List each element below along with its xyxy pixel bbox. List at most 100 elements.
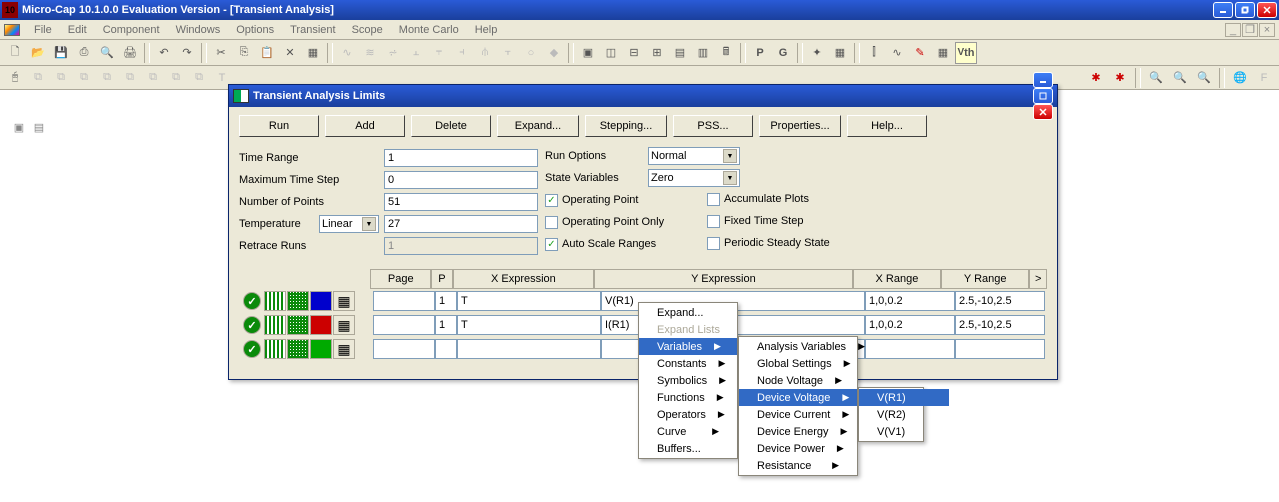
graph3-icon[interactable]: ⩫ — [382, 42, 404, 64]
enable-icon[interactable] — [241, 291, 263, 311]
zoom1-icon[interactable]: 🔍 — [1145, 67, 1167, 89]
xexp-cell[interactable]: T — [457, 291, 601, 311]
menu-item[interactable]: Operators▶ — [639, 406, 737, 423]
globe-icon[interactable]: 🌐 — [1229, 67, 1251, 89]
new-icon[interactable]: 🗋 — [4, 42, 26, 64]
page-cell[interactable] — [373, 291, 435, 311]
properties-button[interactable]: Properties... — [759, 115, 841, 137]
state-vars-select[interactable]: Zero▼ — [648, 169, 740, 187]
mdi-restore-button[interactable]: ❐ — [1242, 23, 1258, 37]
menu-item[interactable]: Constants▶ — [639, 355, 737, 372]
grid-icon[interactable]: ▦ — [302, 42, 324, 64]
add-button[interactable]: Add — [325, 115, 405, 137]
enable-icon[interactable] — [241, 315, 263, 335]
op-point-checkbox[interactable]: ✓ — [545, 194, 558, 207]
g-button[interactable]: G — [772, 42, 794, 64]
tool6-icon[interactable]: ▦ — [932, 42, 954, 64]
t2-3-icon[interactable]: ⧉ — [73, 67, 95, 89]
xexp-cell[interactable]: T — [457, 315, 601, 335]
menu-edit[interactable]: Edit — [60, 22, 95, 38]
p-button[interactable]: P — [749, 42, 771, 64]
xrange-cell[interactable]: 1,0,0.2 — [865, 291, 955, 311]
win5-icon[interactable]: ▤ — [669, 42, 691, 64]
menu-item[interactable]: Resistance▶ — [739, 457, 857, 474]
options-icon[interactable]: ▦ — [333, 315, 355, 335]
yrange-cell[interactable]: 2.5,-10,2.5 — [955, 291, 1045, 311]
pattern-icon[interactable] — [287, 339, 309, 359]
graph5-icon[interactable]: ⫧ — [428, 42, 450, 64]
restore-button[interactable] — [1235, 2, 1255, 18]
menu-item[interactable]: Node Voltage▶ — [739, 372, 857, 389]
preview-icon[interactable]: 🔍 — [96, 42, 118, 64]
graph1-icon[interactable]: ∿ — [336, 42, 358, 64]
cut-icon[interactable]: ✂ — [210, 42, 232, 64]
temp-mode-select[interactable]: Linear▼ — [319, 215, 379, 233]
mdi-close-button[interactable]: × — [1259, 23, 1275, 37]
zoom2-icon[interactable]: 🔍 — [1169, 67, 1191, 89]
stepping-button[interactable]: Stepping... — [585, 115, 667, 137]
menu-item[interactable]: V(R2) — [859, 406, 949, 423]
dialog-close-button[interactable] — [1033, 104, 1053, 120]
panel1-icon[interactable]: ▣ — [10, 118, 28, 136]
graph4-icon[interactable]: ⫠ — [405, 42, 427, 64]
copy-icon[interactable]: ⎘ — [233, 42, 255, 64]
auto-scale-checkbox[interactable]: ✓ — [545, 238, 558, 251]
t2-4-icon[interactable]: ⧉ — [96, 67, 118, 89]
win2-icon[interactable]: ◫ — [600, 42, 622, 64]
enable-icon[interactable] — [241, 339, 263, 359]
hatch-icon[interactable] — [264, 315, 286, 335]
t2-7-icon[interactable]: ⧉ — [165, 67, 187, 89]
op-point-only-checkbox[interactable] — [545, 216, 558, 229]
menu-item[interactable]: Device Voltage▶ — [739, 389, 857, 406]
p-cell[interactable]: 1 — [435, 291, 457, 311]
paste-icon[interactable]: 📋 — [256, 42, 278, 64]
tool2-icon[interactable]: ▦ — [829, 42, 851, 64]
menu-transient[interactable]: Transient — [282, 22, 343, 38]
t2-8-icon[interactable]: ⧉ — [188, 67, 210, 89]
graph7-icon[interactable]: ⫛ — [474, 42, 496, 64]
minimize-button[interactable] — [1213, 2, 1233, 18]
save-all-icon[interactable]: ⎙ — [73, 42, 95, 64]
graph9-icon[interactable]: ○ — [520, 42, 542, 64]
tool3-icon[interactable]: ⫿ — [863, 42, 885, 64]
panel2-icon[interactable]: ▤ — [30, 118, 48, 136]
options-icon[interactable]: ▦ — [333, 291, 355, 311]
print-icon[interactable]: 🖨 — [119, 42, 141, 64]
open-icon[interactable]: 📂 — [27, 42, 49, 64]
num-points-input[interactable] — [384, 193, 538, 211]
menu-item[interactable]: Expand... — [639, 304, 737, 321]
help-button[interactable]: Help... — [847, 115, 927, 137]
pss-checkbox[interactable] — [707, 237, 720, 250]
max-step-input[interactable] — [384, 171, 538, 189]
page-cell[interactable] — [373, 315, 435, 335]
menu-item[interactable]: Device Energy▶ — [739, 423, 857, 440]
delete-icon[interactable]: ✕ — [279, 42, 301, 64]
menu-file[interactable]: File — [26, 22, 60, 38]
menu-item[interactable]: V(V1) — [859, 423, 949, 440]
r2-icon[interactable]: ✱ — [1109, 67, 1131, 89]
menu-item[interactable]: Symbolics▶ — [639, 372, 737, 389]
cursor-icon[interactable]: 🖰 — [4, 67, 26, 89]
hatch-icon[interactable] — [264, 339, 286, 359]
mdi-min-button[interactable]: _ — [1225, 23, 1241, 37]
menu-item[interactable]: Functions▶ — [639, 389, 737, 406]
zoom3-icon[interactable]: 🔍 — [1193, 67, 1215, 89]
menu-options[interactable]: Options — [228, 22, 282, 38]
color-icon[interactable] — [310, 291, 332, 311]
color-icon[interactable] — [310, 315, 332, 335]
menu-item[interactable]: V(R1) — [859, 389, 949, 406]
t2-1-icon[interactable]: ⧉ — [27, 67, 49, 89]
menu-scope[interactable]: Scope — [344, 22, 391, 38]
hatch-icon[interactable] — [264, 291, 286, 311]
menu-windows[interactable]: Windows — [168, 22, 229, 38]
expand-button[interactable]: Expand... — [497, 115, 579, 137]
f-icon[interactable]: F — [1253, 67, 1275, 89]
time-range-input[interactable] — [384, 149, 538, 167]
menu-item[interactable]: Curve▶ — [639, 423, 737, 440]
redo-icon[interactable]: ↷ — [176, 42, 198, 64]
options-icon[interactable]: ▦ — [333, 339, 355, 359]
undo-icon[interactable]: ↶ — [153, 42, 175, 64]
menu-item[interactable]: Analysis Variables▶ — [739, 338, 857, 355]
dialog-maximize-button[interactable] — [1033, 88, 1053, 104]
r1-icon[interactable]: ✱ — [1085, 67, 1107, 89]
